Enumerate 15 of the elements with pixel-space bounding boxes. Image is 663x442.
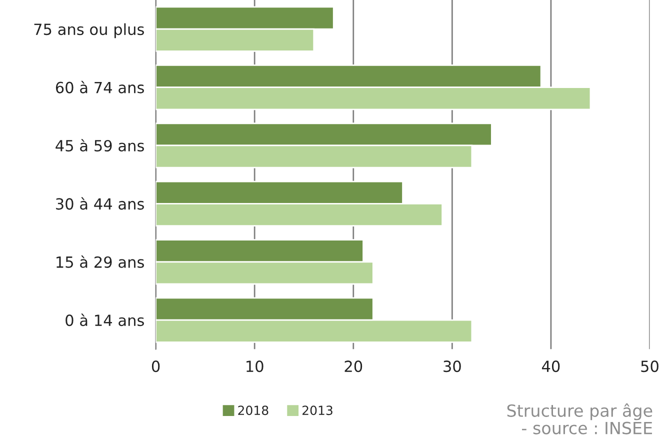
y-tick-label: 30 à 44 ans [56, 197, 144, 210]
y-tick-label: 0 à 14 ans [66, 314, 144, 326]
x-tick-label: 50 [641, 360, 658, 372]
legend-label: 2013 [302, 406, 332, 416]
x-tick-label: 10 [246, 360, 264, 372]
y-tick-label: 45 à 59 ans [56, 139, 144, 152]
y-tick-label: 15 à 29 ans [56, 255, 144, 268]
text: Structure par âge - source : INSEE [507, 403, 652, 434]
y-tick-label: 75 ans ou plus [34, 23, 144, 38]
x-tick-label: 0 [152, 360, 160, 372]
x-tick-label: 20 [344, 360, 362, 372]
x-tick-label: 30 [444, 360, 461, 372]
legend-label: 2018 [238, 406, 268, 416]
y-tick-label: 60 à 74 ans [56, 80, 144, 94]
x-tick-label: 40 [542, 360, 560, 372]
